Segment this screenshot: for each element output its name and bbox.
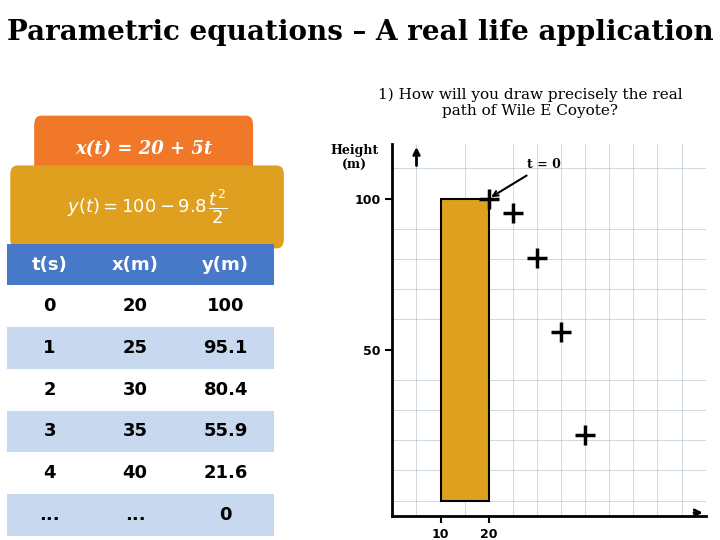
Text: 30: 30 bbox=[122, 381, 148, 399]
Bar bbox=[7, 410, 92, 453]
Bar bbox=[441, 199, 489, 501]
Bar bbox=[92, 286, 178, 327]
Bar bbox=[7, 369, 92, 410]
Text: t = 0: t = 0 bbox=[493, 158, 561, 196]
Text: 0: 0 bbox=[43, 297, 56, 315]
Text: ...: ... bbox=[125, 506, 145, 524]
Text: 80.4: 80.4 bbox=[204, 381, 248, 399]
Bar bbox=[7, 453, 92, 494]
Text: $y(t) = 100 - 9.8\,\dfrac{t^2}{2}$: $y(t) = 100 - 9.8\,\dfrac{t^2}{2}$ bbox=[67, 187, 228, 226]
Text: t(s): t(s) bbox=[32, 255, 68, 274]
Bar bbox=[7, 327, 92, 369]
Text: 21.6: 21.6 bbox=[204, 464, 248, 482]
Bar bbox=[7, 494, 92, 536]
Bar bbox=[92, 453, 178, 494]
Text: 100: 100 bbox=[207, 297, 245, 315]
Text: 20: 20 bbox=[122, 297, 148, 315]
Bar bbox=[178, 244, 274, 286]
Bar bbox=[92, 410, 178, 453]
Bar bbox=[178, 410, 274, 453]
Text: 1) How will you draw precisely the real
path of Wile E Coyote?: 1) How will you draw precisely the real … bbox=[377, 88, 683, 118]
Text: 25: 25 bbox=[122, 339, 148, 357]
Bar bbox=[92, 494, 178, 536]
Y-axis label: Height
(m): Height (m) bbox=[330, 144, 379, 172]
Text: 35: 35 bbox=[122, 422, 148, 441]
Bar bbox=[92, 244, 178, 286]
Text: x(t) = 20 + 5t: x(t) = 20 + 5t bbox=[75, 140, 212, 158]
Text: 55.9: 55.9 bbox=[204, 422, 248, 441]
Text: 1: 1 bbox=[43, 339, 56, 357]
Text: Parametric equations – A real life application: Parametric equations – A real life appli… bbox=[6, 19, 714, 46]
Bar bbox=[178, 494, 274, 536]
Text: 2: 2 bbox=[43, 381, 56, 399]
Text: 3: 3 bbox=[43, 422, 56, 441]
Text: 4: 4 bbox=[43, 464, 56, 482]
Bar bbox=[92, 369, 178, 410]
Text: ...: ... bbox=[40, 506, 60, 524]
Text: 95.1: 95.1 bbox=[204, 339, 248, 357]
Bar bbox=[92, 327, 178, 369]
Bar bbox=[7, 244, 92, 286]
FancyBboxPatch shape bbox=[10, 165, 284, 248]
Bar bbox=[178, 369, 274, 410]
Bar bbox=[178, 453, 274, 494]
Bar bbox=[178, 327, 274, 369]
Bar bbox=[7, 286, 92, 327]
FancyBboxPatch shape bbox=[34, 116, 253, 182]
Bar bbox=[178, 286, 274, 327]
Text: 40: 40 bbox=[122, 464, 148, 482]
Text: x(m): x(m) bbox=[112, 255, 158, 274]
Text: 0: 0 bbox=[220, 506, 232, 524]
Text: y(m): y(m) bbox=[202, 255, 249, 274]
